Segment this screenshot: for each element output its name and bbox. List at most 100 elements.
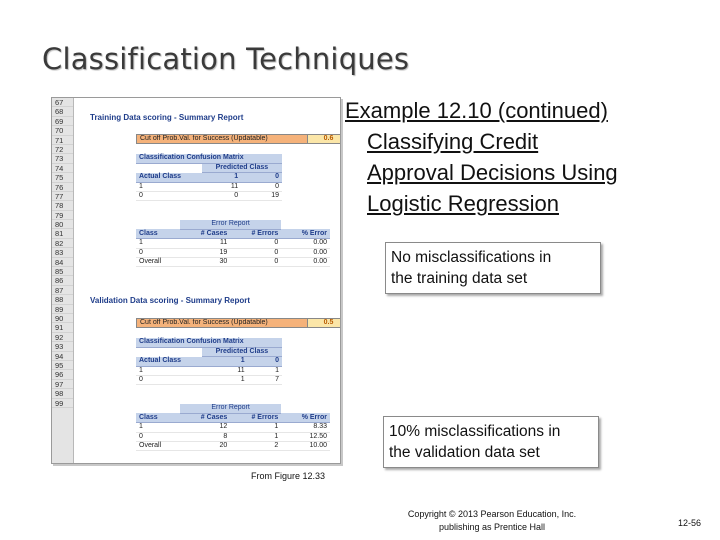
cell-value: 0.00 [281,257,330,268]
cell-value: 7 [247,375,282,386]
table-row: 1 11 0 0.00 [136,238,330,249]
row-number: 95 [52,361,73,371]
row-number: 77 [52,192,73,202]
column-header: # Cases [179,229,231,240]
table-row: 1 11 0 [136,182,282,193]
validation-actual-class: Actual Class [136,356,202,367]
row-number: 91 [52,323,73,333]
training-col-1: 1 [201,172,242,183]
row-label: 1 [136,238,180,249]
cell-value: 8.33 [281,422,330,433]
row-number: 70 [52,126,73,136]
row-number: 75 [52,173,73,183]
row-number: 83 [52,248,73,258]
cell-value: 12.50 [281,432,330,443]
row-number: 76 [52,183,73,192]
validation-error-title: Error Report [179,404,282,414]
callout-line: the validation data set [389,444,540,461]
row-number: 84 [52,258,73,268]
cell-value: 30 [179,257,231,268]
cell-value: 0 [230,248,282,259]
validation-callout: 10% misclassifications in the validation… [383,416,599,468]
row-number: 99 [52,399,73,408]
row-label: 0 [136,375,202,386]
training-actual-class: Actual Class [136,172,202,183]
column-header: # Errors [230,229,282,240]
row-number: 92 [52,333,73,343]
row-number: 71 [52,136,73,145]
cell-value: 8 [179,432,231,443]
copyright-line: Copyright © 2013 Pearson Education, Inc. [407,509,577,519]
table-row: 1 11 1 [136,366,282,377]
column-header: % Error [281,413,330,424]
validation-col-0: 0 [247,356,282,367]
validation-cutoff-label: Cut off Prob.Val. for Success (Updatable… [137,319,307,327]
table-row: 0 1 7 [136,375,282,386]
row-number: 74 [52,164,73,174]
column-header: # Cases [179,413,231,424]
validation-predicted-class: Predicted Class [201,347,282,358]
row-number: 89 [52,305,73,314]
row-number: 72 [52,145,73,155]
cell-value: 2 [230,441,282,452]
row-number: 85 [52,267,73,277]
row-number: 81 [52,229,73,239]
row-number: 67 [52,98,73,108]
row-label: Overall [136,257,180,268]
cell-value: 10.00 [281,441,330,452]
table-row: 0 0 19 [136,191,282,202]
example-line: Logistic Regression [367,191,559,216]
validation-cutoff-row: Cut off Prob.Val. for Success (Updatable… [136,318,340,328]
validation-cutoff-value[interactable]: 0.5 [307,319,340,327]
training-error-report: Error Report Class # Cases # Errors % Er… [136,220,330,268]
cell-value: 0.00 [281,248,330,259]
validation-summary-title: Validation Data scoring - Summary Report [90,296,251,305]
cell-value: 0 [201,191,242,202]
copyright-notice: Copyright © 2013 Pearson Education, Inc.… [392,508,592,534]
cell-value: 12 [179,422,231,433]
row-label: 1 [136,422,180,433]
row-label: 0 [136,432,180,443]
row-label: Overall [136,441,180,452]
training-cutoff-value[interactable]: 0.6 [307,135,340,143]
validation-col-1: 1 [201,356,248,367]
cell-value: 1 [230,432,282,443]
row-label: 0 [136,191,202,202]
column-header: Class [136,229,180,240]
row-number: 93 [52,342,73,352]
cell-value: 0 [230,257,282,268]
row-number: 87 [52,286,73,296]
example-line: Classifying Credit [367,129,539,154]
row-number: 68 [52,107,73,117]
table-row: 0 19 0 0.00 [136,248,330,259]
row-number-column: 67 68 69 70 71 72 73 74 75 76 77 78 79 80 81 82 83 84 85 86… [52,98,74,463]
spreadsheet-figure: 67 68 69 70 71 72 73 74 75 76 77 78 79 80 81 82 83 84 85 86… [51,97,341,464]
validation-confusion-title: Classification Confusion Matrix [136,338,282,348]
page-number: 12-56 [678,518,702,528]
cell-value: 19 [241,191,282,202]
callout-line: the training data set [391,270,528,287]
training-predicted-class: Predicted Class [201,163,282,174]
training-summary-title: Training Data scoring - Summary Report [90,113,244,122]
row-number: 69 [52,117,73,127]
slide-title: Classification Techniques [42,42,410,76]
table-row: 0 8 1 12.50 [136,432,330,443]
row-number: 97 [52,380,73,390]
cell-value: 11 [201,366,248,377]
row-label: 1 [136,182,202,193]
validation-error-report: Error Report Class # Cases # Errors % Er… [136,404,330,452]
row-number: 94 [52,352,73,361]
row-label: 1 [136,366,202,377]
table-row: 1 12 1 8.33 [136,422,330,433]
training-cutoff-label: Cut off Prob.Val. for Success (Updatable… [137,135,307,143]
row-number: 90 [52,314,73,324]
cell-value: 0 [230,238,282,249]
copyright-line: publishing as Prentice Hall [438,522,546,532]
column-header: % Error [281,229,330,240]
training-confusion-matrix: Classification Confusion Matrix Predicte… [136,154,282,202]
table-row: Overall 20 2 10.00 [136,441,330,452]
cell-value: 1 [247,366,282,377]
training-callout: No misclassifications in the training da… [385,242,601,294]
row-number: 88 [52,295,73,305]
training-cutoff-row: Cut off Prob.Val. for Success (Updatable… [136,134,340,144]
